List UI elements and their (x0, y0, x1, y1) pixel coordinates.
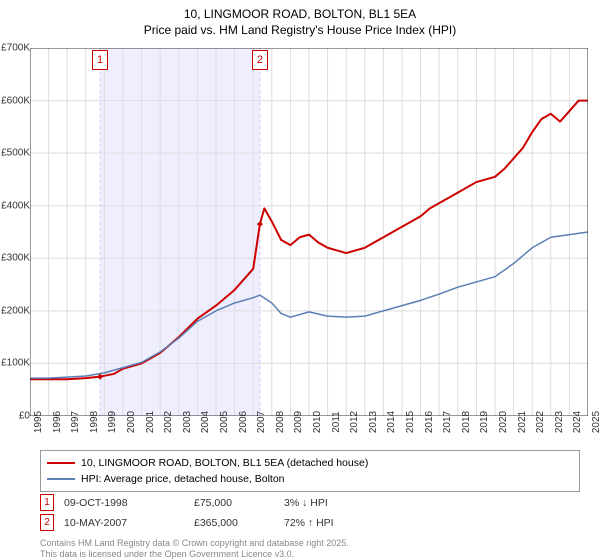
x-axis-label: 1999 (107, 411, 118, 433)
y-axis-label: £700K (0, 43, 30, 54)
transaction-price-2: £365,000 (194, 517, 274, 529)
legend-label-2: HPI: Average price, detached house, Bolt… (81, 473, 285, 485)
x-axis-label: 2006 (238, 411, 249, 433)
x-axis-label: 2012 (349, 411, 360, 433)
x-axis-label: 2010 (312, 411, 323, 433)
title-line1: 10, LINGMOOR ROAD, BOLTON, BL1 5EA (0, 6, 600, 22)
legend-row: 10, LINGMOOR ROAD, BOLTON, BL1 5EA (deta… (47, 455, 573, 471)
x-axis-label: 2024 (572, 411, 583, 433)
transaction-marker-2: 2 (40, 514, 54, 531)
legend-swatch-1 (47, 462, 75, 464)
x-axis-label: 2016 (424, 411, 435, 433)
x-axis-label: 1997 (70, 411, 81, 433)
footer-line2: This data is licensed under the Open Gov… (40, 549, 349, 560)
transaction-delta-2: 72% ↑ HPI (284, 517, 404, 529)
footer: Contains HM Land Registry data © Crown c… (40, 538, 349, 560)
x-axis-label: 1995 (33, 411, 44, 433)
x-axis-label: 2008 (275, 411, 286, 433)
x-axis-label: 2003 (182, 411, 193, 433)
y-axis-label: £400K (0, 200, 30, 211)
y-axis-label: £0 (0, 411, 30, 422)
legend-box: 10, LINGMOOR ROAD, BOLTON, BL1 5EA (deta… (40, 450, 580, 492)
transaction-row-1: 1 09-OCT-1998 £75,000 3% ↓ HPI (40, 494, 404, 511)
y-axis-label: £200K (0, 305, 30, 316)
transaction-price-1: £75,000 (194, 497, 274, 509)
y-axis-label: £300K (0, 253, 30, 264)
x-axis-label: 2019 (479, 411, 490, 433)
x-axis-label: 2002 (163, 411, 174, 433)
chart-svg (30, 48, 588, 416)
x-axis-label: 2022 (535, 411, 546, 433)
transaction-marker-1: 1 (40, 494, 54, 511)
x-axis-label: 2023 (554, 411, 565, 433)
x-axis-label: 2015 (405, 411, 416, 433)
x-axis-label: 2020 (498, 411, 509, 433)
y-axis-label: £500K (0, 148, 30, 159)
title-line2: Price paid vs. HM Land Registry's House … (0, 22, 600, 38)
x-axis-label: 2001 (145, 411, 156, 433)
transaction-date-2: 10-MAY-2007 (64, 517, 184, 529)
legend-swatch-2 (47, 478, 75, 480)
y-axis-label: £600K (0, 95, 30, 106)
x-axis-label: 2007 (256, 411, 267, 433)
x-axis-label: 2009 (293, 411, 304, 433)
x-axis-label: 2004 (200, 411, 211, 433)
x-axis-label: 2005 (219, 411, 230, 433)
x-axis-label: 1998 (89, 411, 100, 433)
x-axis-label: 2017 (442, 411, 453, 433)
title-block: 10, LINGMOOR ROAD, BOLTON, BL1 5EA Price… (0, 0, 600, 38)
x-axis-label: 2021 (517, 411, 528, 433)
footer-line1: Contains HM Land Registry data © Crown c… (40, 538, 349, 549)
x-axis-label: 2011 (331, 411, 342, 433)
transaction-date-1: 09-OCT-1998 (64, 497, 184, 509)
transaction-row-2: 2 10-MAY-2007 £365,000 72% ↑ HPI (40, 514, 404, 531)
y-axis-label: £100K (0, 358, 30, 369)
x-axis-label: 2014 (386, 411, 397, 433)
x-axis-label: 2025 (591, 411, 600, 433)
legend-row: HPI: Average price, detached house, Bolt… (47, 471, 573, 487)
callout-marker: 1 (92, 50, 108, 70)
x-axis-label: 2018 (461, 411, 472, 433)
x-axis-label: 1996 (52, 411, 63, 433)
x-axis-label: 2013 (368, 411, 379, 433)
legend-label-1: 10, LINGMOOR ROAD, BOLTON, BL1 5EA (deta… (81, 457, 368, 469)
transaction-delta-1: 3% ↓ HPI (284, 497, 404, 509)
chart-area: £0£100K£200K£300K£400K£500K£600K£700K 19… (30, 48, 588, 416)
chart-container: 10, LINGMOOR ROAD, BOLTON, BL1 5EA Price… (0, 0, 600, 560)
x-axis-label: 2000 (126, 411, 137, 433)
callout-marker: 2 (252, 50, 268, 70)
